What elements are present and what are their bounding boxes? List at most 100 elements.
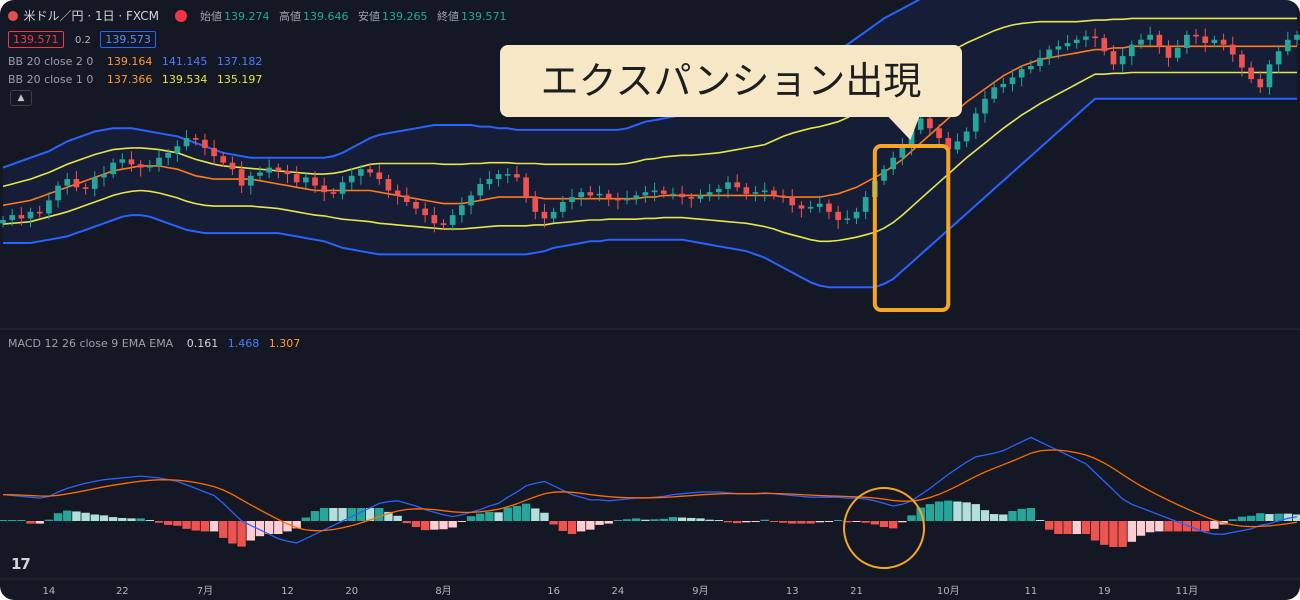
high-value: 139.646 [303, 10, 349, 23]
time-axis-tick-label: 19 [1098, 586, 1111, 597]
bid-box[interactable]: 139.571 [8, 31, 64, 48]
macd-histogram-bar [1265, 514, 1274, 521]
macd-histogram-bar [971, 504, 980, 521]
candle [220, 156, 227, 163]
candle [1248, 67, 1254, 80]
macd-histogram-bar [145, 520, 155, 521]
bid-ask-row: 139.571 0.2 139.573 [8, 31, 158, 48]
macd-histogram-bar [604, 521, 613, 524]
candle [1037, 57, 1043, 66]
macd-histogram-bar [264, 521, 274, 534]
macd-histogram-bar [81, 512, 90, 521]
bb2-legend[interactable]: BB 20 close 2 0 139.164 141.145 137.182 [8, 55, 264, 68]
macd-histogram-bar [173, 521, 182, 526]
candle [954, 141, 961, 150]
candle [1009, 77, 1016, 84]
bb2-basis: 139.164 [106, 55, 153, 68]
ask-box[interactable]: 139.573 [100, 31, 156, 48]
macd-histogram-bar [833, 520, 843, 521]
macd-histogram-bar [90, 514, 99, 521]
macd-histogram-bar [356, 508, 366, 521]
candle [146, 165, 153, 168]
collapse-legend-button[interactable]: ▲ [10, 90, 32, 106]
macd-histogram-bar [778, 521, 788, 523]
macd-histogram-bar [1072, 521, 1081, 534]
candle [1101, 38, 1108, 52]
signal-line [2, 449, 1298, 532]
macd-histogram-bar [228, 521, 237, 544]
macd-histogram-bar [255, 521, 265, 537]
candle [348, 175, 355, 183]
candle [670, 193, 676, 196]
candle [633, 195, 640, 199]
macd-histogram-bar [705, 519, 714, 521]
candle [587, 192, 594, 196]
macd-histogram-bar [889, 521, 898, 529]
bb1-legend[interactable]: BB 20 close 1 0 137.366 139.534 135.197 [8, 73, 264, 86]
candle [27, 211, 34, 219]
macd-histogram-bar [347, 508, 356, 521]
macd-histogram-bar [283, 521, 292, 532]
candle [376, 172, 383, 180]
candle [1046, 49, 1053, 58]
bb1-upper-line [2, 17, 1297, 188]
macd-histogram-bar [1054, 521, 1063, 534]
macd-histogram-bar [732, 521, 742, 524]
macd-histogram-bar [1145, 521, 1155, 533]
macd-histogram-bar [677, 517, 687, 521]
macd-histogram-bar [411, 521, 421, 528]
macd-histogram-bar [35, 521, 44, 524]
candle [917, 118, 924, 130]
macd-histogram-bar [310, 511, 320, 521]
open-value: 139.274 [224, 10, 270, 23]
macd-histogram-bar [613, 520, 623, 521]
macd-histogram-bar [1127, 521, 1136, 542]
macd-histogram-bar [393, 515, 402, 521]
time-axis-tick-label: 10月 [937, 585, 960, 597]
header-row: 米ドル／円 · 1日 · FXCM 始値 139.274 高値 139.646 安値… [8, 7, 509, 24]
candle [55, 185, 61, 201]
macd-histogram-bar [1292, 514, 1300, 521]
macd-histogram-bar [72, 511, 81, 521]
macd-histogram-bar [384, 511, 393, 521]
bb2-lower: 137.182 [216, 55, 263, 68]
macd-line-value: 1.468 [227, 337, 260, 350]
candle [1119, 56, 1126, 65]
candle [1156, 34, 1163, 47]
candle [945, 138, 952, 150]
macd-histogram-bar [843, 521, 852, 523]
macd-histogram-bar [962, 502, 971, 521]
bb2-lower-line [3, 97, 1297, 289]
macd-histogram-bar [531, 508, 540, 521]
macd-legend[interactable]: MACD 12 26 close 9 EMA EMA 0.161 1.468 1… [8, 337, 302, 350]
macd-histogram-bar [622, 519, 632, 521]
candle [385, 179, 392, 191]
candle [615, 198, 621, 201]
symbol-title[interactable]: 米ドル／円 · 1日 · FXCM [23, 9, 160, 23]
macd-histogram-bar [1256, 513, 1265, 521]
high-label: 高値 [279, 10, 302, 23]
candle [963, 131, 970, 142]
macd-histogram-bar [209, 521, 219, 532]
expansion-highlight-box [872, 144, 951, 312]
macd-histogram-bar [1210, 521, 1219, 529]
candle [715, 188, 722, 193]
macd-histogram-bar [63, 510, 72, 521]
macd-histogram-bar [898, 521, 907, 523]
macd-histogram-bar [219, 521, 228, 538]
macd-histogram-bar [154, 521, 164, 523]
candle [706, 192, 713, 196]
candle [1275, 51, 1282, 65]
candle [1184, 34, 1190, 48]
candle [293, 174, 300, 183]
macd-histogram-bar [320, 508, 329, 521]
bb1-label: BB 20 close 1 0 [8, 73, 94, 86]
candle [477, 183, 484, 196]
candle [1284, 39, 1291, 52]
time-axis-tick-label: 20 [345, 586, 358, 597]
candle [1083, 36, 1089, 40]
macd-histogram-bar [1182, 521, 1192, 532]
candle [321, 185, 328, 193]
candle [1257, 79, 1264, 88]
